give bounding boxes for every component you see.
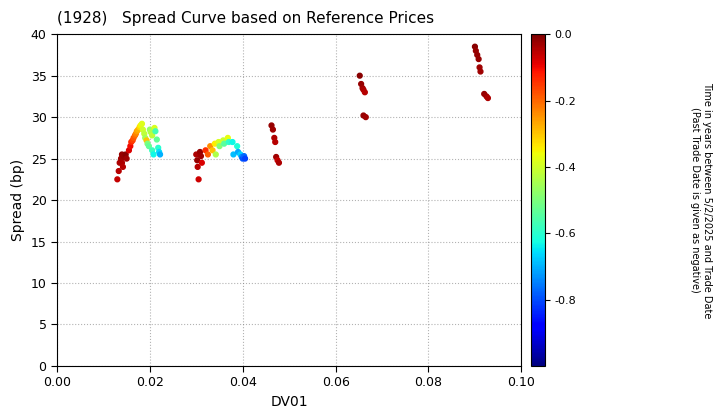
Point — [209, 140, 220, 147]
X-axis label: DV01: DV01 — [270, 395, 308, 409]
Point — [153, 144, 164, 151]
Point — [267, 126, 279, 133]
Point — [146, 147, 158, 154]
Point — [144, 126, 156, 133]
Point — [233, 149, 244, 155]
Point — [473, 56, 485, 63]
Point — [148, 151, 159, 158]
Point — [207, 147, 218, 154]
Point — [114, 160, 125, 166]
Point — [195, 153, 207, 160]
Point — [474, 68, 486, 75]
Point — [356, 81, 367, 87]
Point — [131, 128, 143, 134]
Point — [125, 143, 136, 150]
Point — [239, 155, 251, 162]
Point — [113, 168, 125, 174]
Point — [130, 130, 142, 137]
Point — [138, 130, 150, 137]
Point — [140, 134, 151, 141]
Point — [271, 154, 282, 160]
Point — [143, 143, 155, 150]
Point — [271, 157, 283, 164]
Y-axis label: Time in years between 5/2/2025 and Trade Date
(Past Trade Date is given as negat: Time in years between 5/2/2025 and Trade… — [690, 82, 712, 318]
Point — [231, 143, 243, 150]
Point — [192, 163, 204, 170]
Y-axis label: Spread (bp): Spread (bp) — [11, 159, 25, 241]
Point — [358, 112, 369, 119]
Point — [128, 134, 140, 141]
Point — [217, 137, 229, 144]
Point — [235, 151, 246, 158]
Point — [154, 151, 166, 158]
Point — [213, 139, 225, 145]
Point — [238, 153, 250, 160]
Point — [153, 149, 165, 155]
Point — [269, 134, 280, 141]
Point — [112, 176, 123, 183]
Point — [117, 163, 129, 170]
Point — [227, 139, 238, 145]
Point — [354, 72, 366, 79]
Point — [482, 95, 494, 102]
Point — [269, 139, 281, 145]
Point — [115, 155, 127, 162]
Point — [123, 147, 135, 154]
Point — [134, 124, 145, 131]
Point — [132, 126, 144, 133]
Point — [200, 147, 212, 154]
Point — [481, 93, 492, 100]
Point — [194, 149, 206, 155]
Point — [358, 87, 369, 93]
Point — [146, 132, 158, 139]
Point — [116, 151, 127, 158]
Point — [204, 143, 216, 150]
Point — [149, 125, 161, 131]
Point — [116, 160, 127, 166]
Point — [266, 122, 277, 129]
Point — [191, 151, 202, 158]
Text: (1928)   Spread Curve based on Reference Prices: (1928) Spread Curve based on Reference P… — [57, 11, 434, 26]
Point — [141, 137, 153, 144]
Point — [236, 154, 248, 160]
Point — [474, 64, 485, 71]
Point — [202, 151, 214, 158]
Point — [210, 151, 222, 158]
Point — [360, 114, 372, 121]
Point — [218, 140, 230, 147]
Point — [136, 121, 148, 127]
Point — [129, 132, 140, 139]
Point — [145, 129, 156, 135]
Point — [228, 151, 239, 158]
Point — [121, 155, 132, 162]
Point — [151, 136, 163, 143]
Point — [214, 143, 225, 150]
Point — [127, 137, 138, 144]
Point — [142, 140, 153, 147]
Point — [196, 160, 207, 166]
Point — [237, 155, 248, 162]
Point — [119, 154, 130, 160]
Point — [120, 151, 132, 158]
Point — [470, 47, 482, 54]
Point — [357, 85, 369, 92]
Point — [150, 128, 161, 134]
Point — [125, 139, 137, 145]
Point — [479, 91, 490, 97]
Point — [135, 122, 146, 129]
Point — [469, 43, 481, 50]
Point — [472, 52, 483, 58]
Point — [137, 126, 148, 133]
Point — [273, 160, 284, 166]
Point — [359, 89, 371, 96]
Point — [192, 157, 203, 164]
Point — [223, 139, 235, 145]
Point — [193, 176, 204, 183]
Point — [222, 134, 233, 141]
